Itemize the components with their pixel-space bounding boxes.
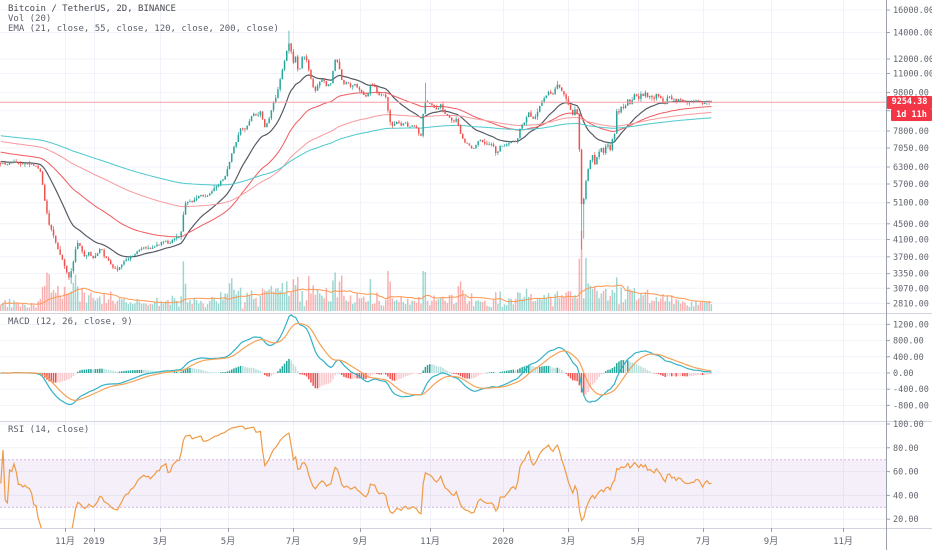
main-pane-legend: Bitcoin / TetherUS, 2D, BINANCE Vol (20)… xyxy=(8,4,279,34)
time-tick-label: 5月 xyxy=(631,536,645,547)
macd-layer xyxy=(0,314,713,406)
grid-layer xyxy=(0,0,886,528)
rsi-tick-label: 80.00 xyxy=(893,444,919,454)
time-tick-label: 2019 xyxy=(83,537,105,547)
price-tick-label: 9800.00 xyxy=(893,89,929,99)
ema-55-line xyxy=(0,91,712,238)
macd-pane-legend: MACD (12, 26, close, 9) xyxy=(8,317,133,327)
ema-legend[interactable]: EMA (21, close, 55, close, 120, close, 2… xyxy=(8,24,279,34)
time-tick-label: 7月 xyxy=(286,536,300,547)
rsi-tick-label: 100.00 xyxy=(893,420,924,430)
macd-tick-label: -400.00 xyxy=(893,385,929,395)
volume-legend[interactable]: Vol (20) xyxy=(8,14,52,24)
price-tick-label: 12000.00 xyxy=(893,55,932,65)
macd-legend[interactable]: MACD (12, 26, close, 9) xyxy=(8,317,133,327)
ema-layer xyxy=(0,74,712,258)
volume-ma-line xyxy=(0,284,712,306)
price-tick-label: 6300.00 xyxy=(893,163,929,173)
price-tick-label: 14000.00 xyxy=(893,29,932,39)
bar-countdown-badge: 1d 11h xyxy=(891,109,932,122)
price-tick-label: 7800.00 xyxy=(893,127,929,137)
macd-tick-label: 0.00 xyxy=(893,369,913,379)
macd-tick-label: 800.00 xyxy=(893,337,924,347)
time-tick-label: 3月 xyxy=(153,536,167,547)
time-tick-label: 11月 xyxy=(55,536,75,547)
price-scale[interactable] xyxy=(886,0,932,528)
price-tick-label: 11000.00 xyxy=(893,70,932,80)
price-tick-label: 3070.00 xyxy=(893,284,929,294)
time-tick-label: 11月 xyxy=(833,536,853,547)
price-tick-label: 2810.00 xyxy=(893,299,929,309)
ema-120-line xyxy=(0,111,712,208)
macd-line xyxy=(0,314,712,406)
time-tick-label: 2020 xyxy=(492,537,514,547)
price-tick-label: 4500.00 xyxy=(893,220,929,230)
last-price-badge: 9254.38 xyxy=(887,95,932,109)
rsi-layer xyxy=(0,425,886,528)
rsi-pane-legend: RSI (14, close) xyxy=(8,425,89,435)
volume-layer xyxy=(0,231,713,311)
rsi-line xyxy=(0,425,712,528)
price-tick-label: 5100.00 xyxy=(893,199,929,209)
price-tick-label: 16000.00 xyxy=(893,6,932,16)
time-scale[interactable] xyxy=(0,528,932,550)
price-tick-label: 4100.00 xyxy=(893,236,929,246)
price-tick-label: 3700.00 xyxy=(893,253,929,263)
time-tick-label: 5月 xyxy=(221,536,235,547)
ema-21-line xyxy=(0,74,712,258)
macd-tick-label: 400.00 xyxy=(893,353,924,363)
macd-signal-line xyxy=(0,322,712,402)
time-tick-label: 11月 xyxy=(420,536,440,547)
price-tick-label: 5700.00 xyxy=(893,180,929,190)
time-tick-label: 9月 xyxy=(353,536,367,547)
rsi-tick-label: 20.00 xyxy=(893,515,919,525)
rsi-tick-label: 40.00 xyxy=(893,491,919,501)
macd-tick-label: 1200.00 xyxy=(893,320,929,330)
macd-tick-label: -800.00 xyxy=(893,401,929,411)
price-tick-label: 3350.00 xyxy=(893,270,929,280)
rsi-legend[interactable]: RSI (14, close) xyxy=(8,425,90,435)
time-tick-label: 7月 xyxy=(696,536,710,547)
time-tick-label: 9月 xyxy=(764,536,778,547)
rsi-tick-label: 60.00 xyxy=(893,468,919,478)
ema-200-line xyxy=(0,117,712,186)
candles-layer xyxy=(0,30,713,284)
axis-labels-layer: 16000.00 14000.00 12000.00 11000.00 9800.00 8… xyxy=(55,6,932,547)
time-tick-label: 3月 xyxy=(561,536,575,547)
symbol-legend[interactable]: Bitcoin / TetherUS, 2D, BINANCE xyxy=(8,4,176,14)
price-tick-label: 7050.00 xyxy=(893,144,929,154)
